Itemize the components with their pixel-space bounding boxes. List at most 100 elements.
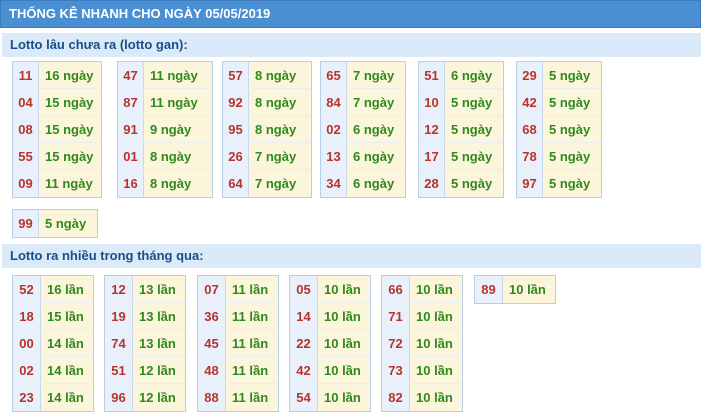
lotto-gan-value: 6 ngày (445, 62, 503, 88)
lotto-number: 02 (321, 116, 347, 142)
lotto-nhieu-value: 13 lần (133, 276, 185, 302)
lotto-nhieu-value: 14 lần (41, 357, 93, 383)
lotto-gan-value: 5 ngày (445, 89, 503, 115)
lotto-number: 78 (517, 143, 543, 169)
lotto-nhieu-row: 14 10 lần (290, 303, 370, 330)
lotto-gan-value: 11 ngày (39, 170, 101, 197)
lotto-number: 84 (321, 89, 347, 115)
lotto-gan-value: 5 ngày (543, 89, 601, 115)
lotto-gan-row: 08 15 ngày (13, 116, 101, 143)
lotto-nhieu-value: 11 lần (226, 384, 278, 411)
lotto-gan-value: 8 ngày (144, 170, 212, 197)
lotto-gan-value: 8 ngày (249, 116, 311, 142)
lotto-gan-value: 11 ngày (144, 89, 212, 115)
lotto-nhieu-value: 10 lần (318, 303, 370, 329)
lotto-gan-value: 5 ngày (543, 62, 601, 88)
lotto-nhieu-row: 23 14 lần (13, 384, 93, 411)
lotto-number: 55 (13, 143, 39, 169)
lotto-gan-row: 09 11 ngày (13, 170, 101, 197)
lotto-nhieu-group: 12 13 lần 19 13 lần 74 13 lần 51 12 lần 96 12 lần (104, 275, 186, 412)
lotto-gan-value: 5 ngày (543, 170, 601, 197)
lotto-nhieu-value: 10 lần (318, 276, 370, 302)
lotto-gan-value: 15 ngày (39, 143, 101, 169)
lotto-gan-row: 02 6 ngày (321, 116, 405, 143)
lotto-gan-value: 6 ngày (347, 143, 405, 169)
lotto-gan-row: 65 7 ngày (321, 62, 405, 89)
lotto-gan-value: 8 ngày (249, 62, 311, 88)
lotto-nhieu-group: 66 10 lần 71 10 lần 72 10 lần 73 10 lần 82 10 lần (381, 275, 463, 412)
lotto-nhieu-row: 22 10 lần (290, 330, 370, 357)
lotto-number: 29 (517, 62, 543, 88)
lotto-number: 17 (419, 143, 445, 169)
lotto-nhieu-value: 10 lần (503, 276, 555, 303)
lotto-nhieu-value: 14 lần (41, 330, 93, 356)
lotto-gan-row: 97 5 ngày (517, 170, 601, 197)
lotto-nhieu-value: 12 lần (133, 357, 185, 383)
lotto-gan-value: 9 ngày (144, 116, 212, 142)
lotto-number: 92 (223, 89, 249, 115)
lotto-gan-row: 92 8 ngày (223, 89, 311, 116)
lotto-gan-value: 5 ngày (445, 116, 503, 142)
lotto-number: 09 (13, 170, 39, 197)
lotto-number: 13 (321, 143, 347, 169)
lotto-number: 00 (13, 330, 41, 356)
lotto-gan-value: 5 ngày (445, 143, 503, 169)
lotto-nhieu-value: 10 lần (318, 384, 370, 411)
lotto-number: 71 (382, 303, 410, 329)
lotto-gan-row: 10 5 ngày (419, 89, 503, 116)
lotto-gan-group: 11 16 ngày 04 15 ngày 08 15 ngày 55 15 ngày 09 11… (12, 61, 102, 198)
lotto-number: 48 (198, 357, 226, 383)
lotto-gan-value: 5 ngày (543, 116, 601, 142)
lotto-gan-group: 29 5 ngày 42 5 ngày 68 5 ngày 78 5 ngày 97 5 ngày (516, 61, 602, 198)
lotto-number: 99 (13, 210, 39, 237)
lotto-nhieu-value: 11 lần (226, 330, 278, 356)
lotto-number: 64 (223, 170, 249, 197)
lotto-number: 36 (198, 303, 226, 329)
lotto-gan-row: 95 8 ngày (223, 116, 311, 143)
lotto-gan-value: 16 ngày (39, 62, 101, 88)
lotto-nhieu-row: 82 10 lần (382, 384, 462, 411)
lotto-nhieu-row: 42 10 lần (290, 357, 370, 384)
lotto-gan-row: 51 6 ngày (419, 62, 503, 89)
lotto-number: 68 (517, 116, 543, 142)
lotto-gan-value: 15 ngày (39, 116, 101, 142)
lotto-nhieu-row: 48 11 lần (198, 357, 278, 384)
section-title-lotto-gan: Lotto lâu chưa ra (lotto gan): (2, 33, 701, 57)
lotto-gan-row: 78 5 ngày (517, 143, 601, 170)
lotto-gan-row: 55 15 ngày (13, 143, 101, 170)
lotto-number: 95 (223, 116, 249, 142)
lotto-gan-row: 99 5 ngày (13, 210, 97, 237)
lotto-nhieu-row: 88 11 lần (198, 384, 278, 411)
lotto-nhieu-value: 13 lần (133, 330, 185, 356)
lotto-number: 88 (198, 384, 226, 411)
lotto-nhieu-row: 07 11 lần (198, 276, 278, 303)
lotto-number: 96 (105, 384, 133, 411)
lotto-gan-row: 64 7 ngày (223, 170, 311, 197)
lotto-number: 18 (13, 303, 41, 329)
lotto-gan-group: 99 5 ngày (12, 209, 98, 238)
lotto-nhieu-row: 18 15 lần (13, 303, 93, 330)
lotto-nhieu-group: 07 11 lần 36 11 lần 45 11 lần 48 11 lần 88 11 lần (197, 275, 279, 412)
lotto-nhieu-value: 14 lần (41, 384, 93, 411)
lotto-gan-row: 87 11 ngày (118, 89, 212, 116)
lotto-number: 01 (118, 143, 144, 169)
lotto-nhieu-row: 72 10 lần (382, 330, 462, 357)
lotto-number: 52 (13, 276, 41, 302)
lotto-gan-value: 6 ngày (347, 116, 405, 142)
lotto-nhieu-group: 89 10 lần (474, 275, 556, 304)
lotto-gan-row: 84 7 ngày (321, 89, 405, 116)
lotto-nhieu-row: 05 10 lần (290, 276, 370, 303)
lotto-gan-row: 16 8 ngày (118, 170, 212, 197)
lotto-gan-row: 12 5 ngày (419, 116, 503, 143)
lotto-nhieu-row: 96 12 lần (105, 384, 185, 411)
lotto-gan-row: 01 8 ngày (118, 143, 212, 170)
lotto-nhieu-row: 19 13 lần (105, 303, 185, 330)
lotto-nhieu-group: 05 10 lần 14 10 lần 22 10 lần 42 10 lần 54 10 lần (289, 275, 371, 412)
lotto-number: 42 (517, 89, 543, 115)
lotto-gan-group: 51 6 ngày 10 5 ngày 12 5 ngày 17 5 ngày 28 5 ngày (418, 61, 504, 198)
lotto-gan-row: 28 5 ngày (419, 170, 503, 197)
lotto-number: 34 (321, 170, 347, 197)
lotto-gan-group: 57 8 ngày 92 8 ngày 95 8 ngày 26 7 ngày 64 7 ngày (222, 61, 312, 198)
lotto-number: 12 (105, 276, 133, 302)
lotto-gan-row: 57 8 ngày (223, 62, 311, 89)
